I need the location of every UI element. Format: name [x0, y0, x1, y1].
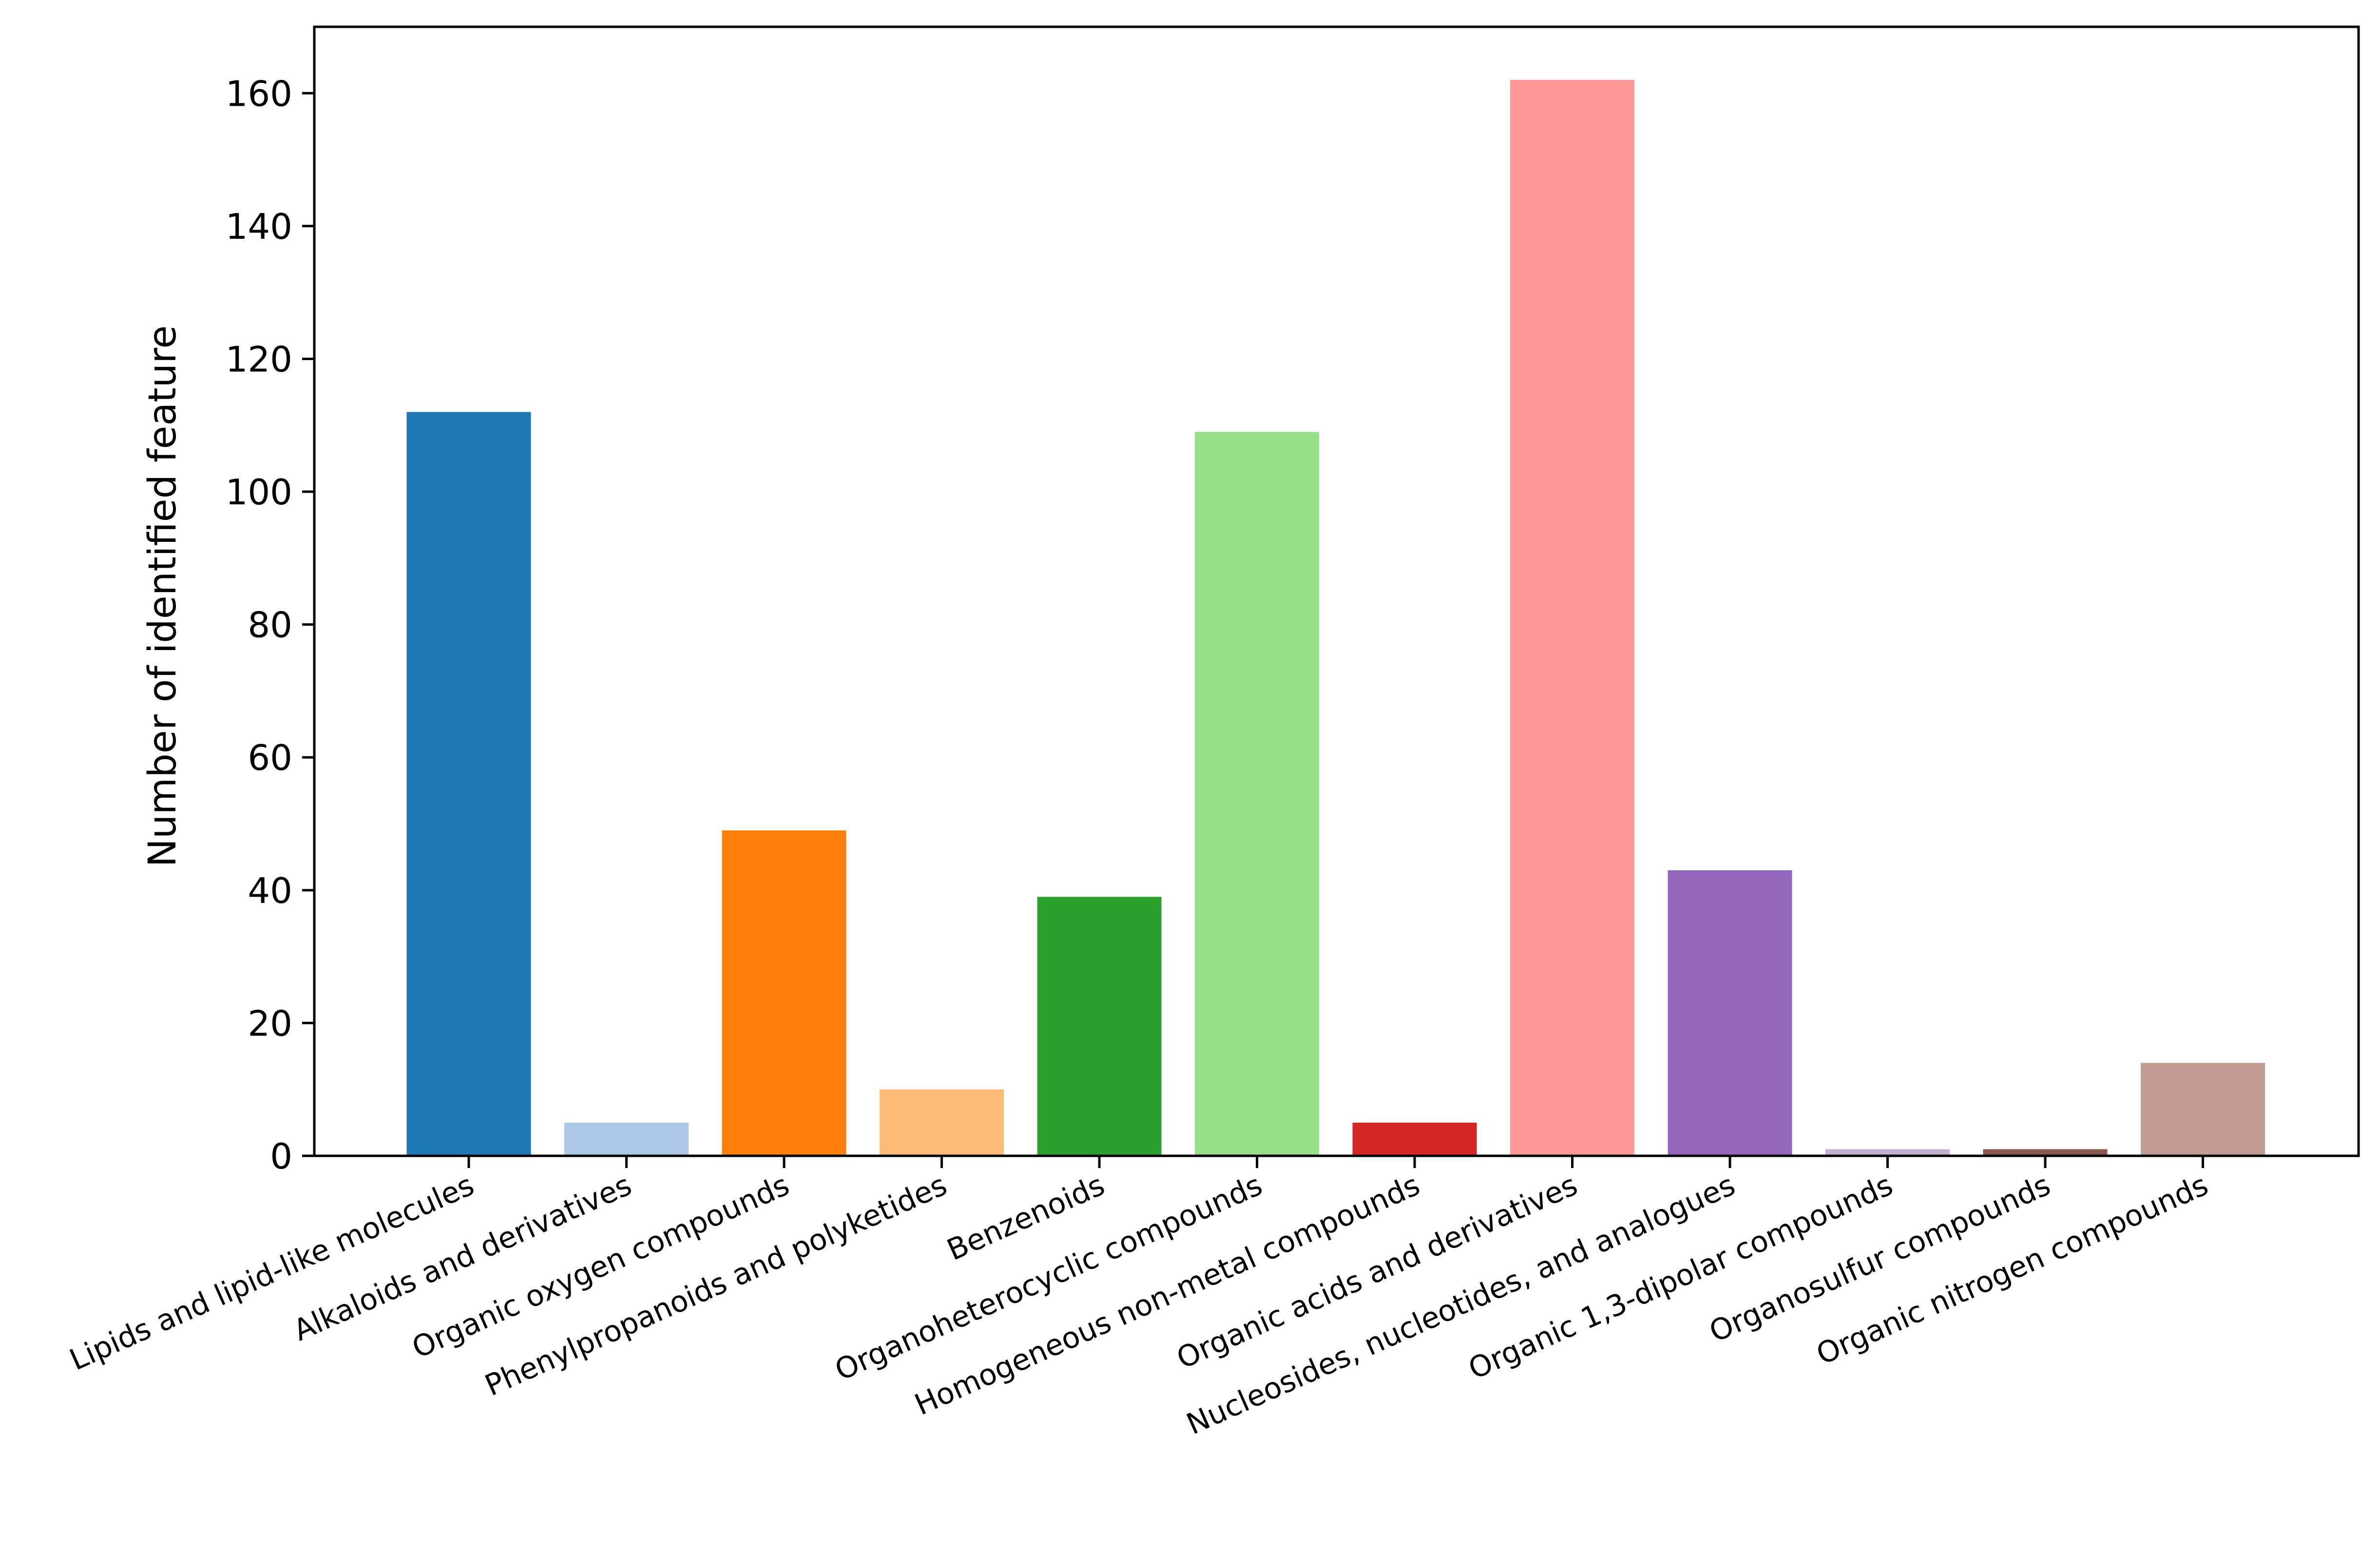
bar — [406, 412, 531, 1156]
y-axis: 0 20 40 60 80 100 120 140 160 — [226, 73, 314, 1177]
y-tick-label: 80 — [248, 605, 292, 646]
y-tick-label: 140 — [226, 206, 292, 247]
y-tick-label: 120 — [226, 339, 292, 380]
y-tick-label: 40 — [248, 870, 292, 911]
bar — [1668, 870, 1792, 1156]
y-tick-label: 0 — [270, 1136, 292, 1177]
bar — [1983, 1149, 2108, 1156]
y-tick-label: 100 — [226, 472, 292, 513]
y-axis-label: Number of identified feature — [141, 326, 185, 867]
bar — [880, 1089, 1004, 1156]
bar — [1825, 1149, 1950, 1156]
bar — [564, 1122, 689, 1156]
bar — [1352, 1122, 1477, 1156]
plot-frame — [313, 25, 2360, 1157]
y-tick-label: 20 — [248, 1003, 292, 1044]
bar — [722, 830, 846, 1156]
bar — [1510, 80, 1634, 1156]
bar — [1195, 432, 1319, 1156]
bar — [2141, 1063, 2265, 1156]
y-tick-label: 160 — [226, 73, 292, 114]
y-tick-label: 60 — [248, 737, 292, 778]
bars-layer — [406, 80, 2265, 1156]
bar — [1037, 897, 1162, 1156]
